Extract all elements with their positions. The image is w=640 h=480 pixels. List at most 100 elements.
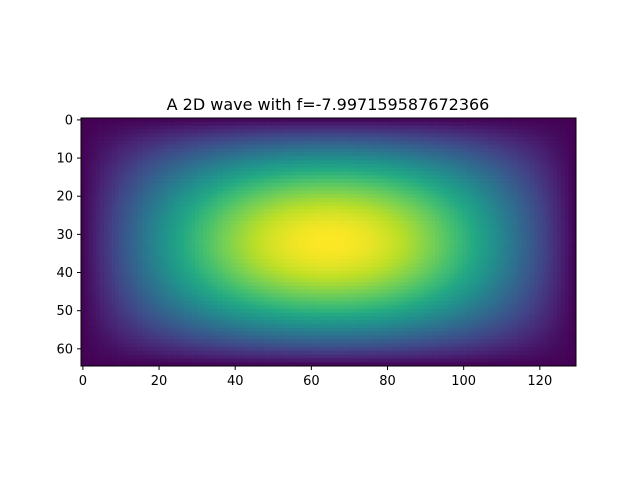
heatmap-cell: [225, 217, 230, 222]
heatmap-cell: [267, 228, 272, 233]
heatmap-cell: [408, 232, 413, 237]
heatmap-cell: [537, 182, 543, 188]
heatmap-cell: [126, 156, 131, 161]
heatmap-cell: [119, 243, 124, 249]
heatmap-cell: [168, 259, 173, 264]
heatmap-cell: [541, 240, 546, 245]
heatmap-cell: [202, 209, 208, 214]
heatmap-cell: [416, 133, 421, 138]
heatmap-cell: [237, 175, 242, 180]
heatmap-cell: [351, 240, 356, 245]
heatmap-cell: [461, 221, 466, 226]
heatmap-cell: [244, 262, 249, 268]
heatmap-cell: [351, 137, 356, 142]
heatmap-cell: [176, 251, 181, 256]
heatmap-cell: [400, 182, 406, 188]
heatmap-cell: [435, 236, 440, 241]
heatmap-cell: [240, 213, 246, 218]
heatmap-cell: [492, 213, 497, 218]
heatmap-cell: [199, 243, 204, 249]
heatmap-cell: [286, 167, 291, 172]
heatmap-cell: [526, 228, 531, 233]
heatmap-cell: [374, 240, 379, 245]
heatmap-cell: [408, 167, 413, 172]
heatmap-cell: [119, 125, 124, 130]
heatmap-cell: [218, 144, 223, 149]
heatmap-cell: [374, 209, 379, 214]
heatmap-cell: [488, 186, 493, 191]
heatmap-cell: [564, 133, 569, 138]
heatmap-cell: [81, 171, 86, 176]
heatmap-cell: [511, 205, 516, 210]
heatmap-cell: [214, 163, 219, 168]
heatmap-cell: [347, 228, 352, 233]
heatmap-cell: [229, 121, 234, 126]
heatmap-cell: [526, 175, 531, 180]
heatmap-cell: [145, 167, 150, 172]
heatmap-cell: [290, 205, 295, 210]
heatmap-cell: [248, 194, 253, 199]
heatmap-cell: [122, 129, 128, 134]
heatmap-cell: [461, 175, 466, 180]
heatmap-cell: [385, 140, 390, 146]
heatmap-cell: [84, 251, 89, 256]
heatmap-cell: [336, 240, 341, 245]
heatmap-cell: [263, 175, 268, 180]
heatmap-cell: [419, 175, 425, 180]
heatmap-cell: [180, 152, 185, 157]
heatmap-cell: [119, 209, 124, 214]
heatmap-cell: [248, 129, 253, 134]
heatmap-cell: [378, 232, 383, 237]
heatmap-cell: [172, 262, 177, 268]
heatmap-cell: [503, 217, 508, 222]
heatmap-cell: [332, 236, 337, 241]
heatmap-cell: [195, 171, 200, 176]
heatmap-cell: [419, 167, 425, 172]
heatmap-cell: [549, 243, 554, 249]
heatmap-cell: [111, 209, 116, 214]
heatmap-cell: [248, 255, 253, 260]
heatmap-cell: [256, 118, 261, 123]
heatmap-cell: [298, 259, 303, 264]
heatmap-cell: [404, 209, 409, 214]
heatmap-cell: [275, 133, 280, 138]
heatmap-cell: [446, 121, 451, 126]
heatmap-cell: [298, 163, 303, 168]
heatmap-cell: [507, 194, 512, 199]
heatmap-cell: [88, 179, 93, 184]
heatmap-cell: [480, 182, 485, 188]
heatmap-cell: [317, 201, 322, 207]
heatmap-cell: [446, 133, 451, 138]
heatmap-cell: [537, 152, 543, 157]
heatmap-cell: [343, 259, 348, 264]
heatmap-cell: [305, 228, 310, 233]
heatmap-cell: [183, 175, 188, 180]
heatmap-cell: [294, 140, 299, 146]
heatmap-cell: [537, 209, 543, 214]
heatmap-cell: [298, 186, 303, 191]
heatmap-cell: [358, 209, 364, 214]
heatmap-cell: [252, 125, 257, 130]
heatmap-cell: [122, 186, 128, 191]
heatmap-cell: [473, 224, 478, 229]
heatmap-cell: [355, 190, 360, 195]
heatmap-cell: [187, 186, 192, 191]
heatmap-cell: [492, 171, 497, 176]
heatmap-cell: [298, 243, 303, 249]
heatmap-cell: [301, 232, 307, 237]
heatmap-cell: [218, 182, 223, 188]
heatmap-cell: [309, 194, 314, 199]
heatmap-cell: [279, 159, 284, 165]
heatmap-cell: [259, 217, 265, 222]
heatmap-cell: [225, 175, 230, 180]
heatmap-cell: [313, 167, 318, 172]
heatmap-cell: [214, 221, 219, 226]
heatmap-cell: [145, 217, 150, 222]
heatmap-cell: [465, 213, 470, 218]
heatmap-cell: [263, 221, 268, 226]
heatmap-cell: [225, 259, 230, 264]
heatmap-cell: [218, 217, 223, 222]
heatmap-cell: [267, 159, 272, 165]
heatmap-cell: [221, 243, 227, 249]
heatmap-cell: [157, 152, 162, 157]
